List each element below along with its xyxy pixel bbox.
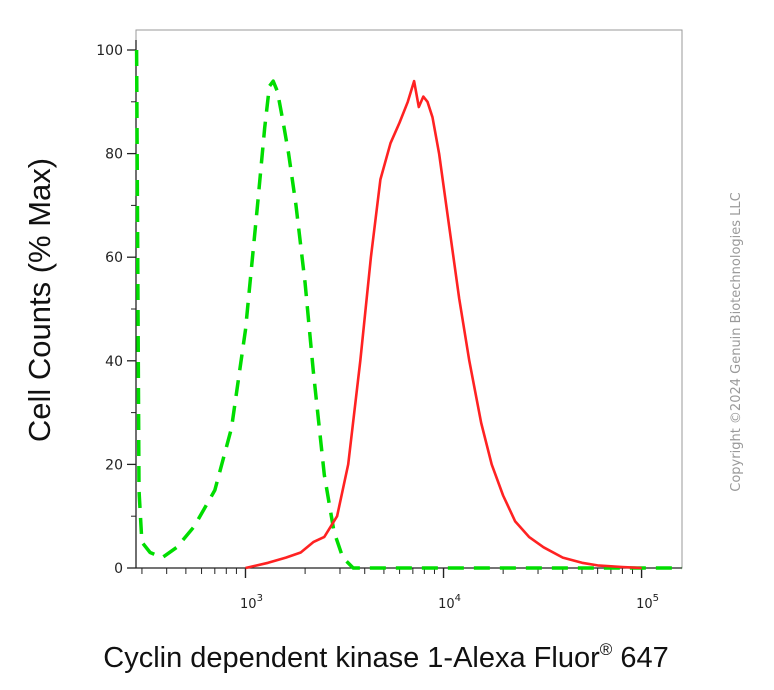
- x-axis-title-superscript: ®: [600, 640, 613, 659]
- copyright-watermark: Copyright ©2024 Genuin Biotechnologies L…: [729, 192, 744, 491]
- y-axis: 0 20 40 60 80 100: [96, 40, 137, 577]
- x-tick-base: 10: [636, 597, 653, 612]
- x-axis-title-main: Cyclin dependent kinase 1-Alexa Fluor: [103, 642, 600, 674]
- x-tick-label: 103: [240, 593, 263, 612]
- x-axis: 103 104 105: [136, 567, 682, 612]
- y-tick-label: 100: [96, 43, 123, 59]
- x-tick-label: 105: [636, 593, 659, 612]
- y-tick-label: 0: [114, 561, 123, 577]
- series-line-solid: [245, 79, 642, 570]
- x-axis-title-suffix: 647: [612, 642, 668, 674]
- x-tick-base: 10: [240, 597, 257, 612]
- y-tick-label: 60: [105, 250, 123, 266]
- x-tick-label: 104: [438, 593, 461, 612]
- series-layer: [134, 49, 682, 570]
- plot-frame: [135, 29, 683, 569]
- x-axis-title: Cyclin dependent kinase 1-Alexa Fluor® 6…: [103, 640, 668, 674]
- y-tick-label: 20: [105, 457, 123, 473]
- x-tick-base: 10: [438, 597, 455, 612]
- series-line-dashed: [134, 49, 682, 570]
- y-axis-title: Cell Counts (% Max): [22, 158, 57, 442]
- y-tick-label: 80: [105, 147, 123, 163]
- y-tick-label: 40: [105, 354, 123, 370]
- x-tick-exponent: 5: [653, 593, 659, 604]
- x-tick-exponent: 3: [257, 593, 263, 604]
- x-tick-exponent: 4: [455, 593, 461, 604]
